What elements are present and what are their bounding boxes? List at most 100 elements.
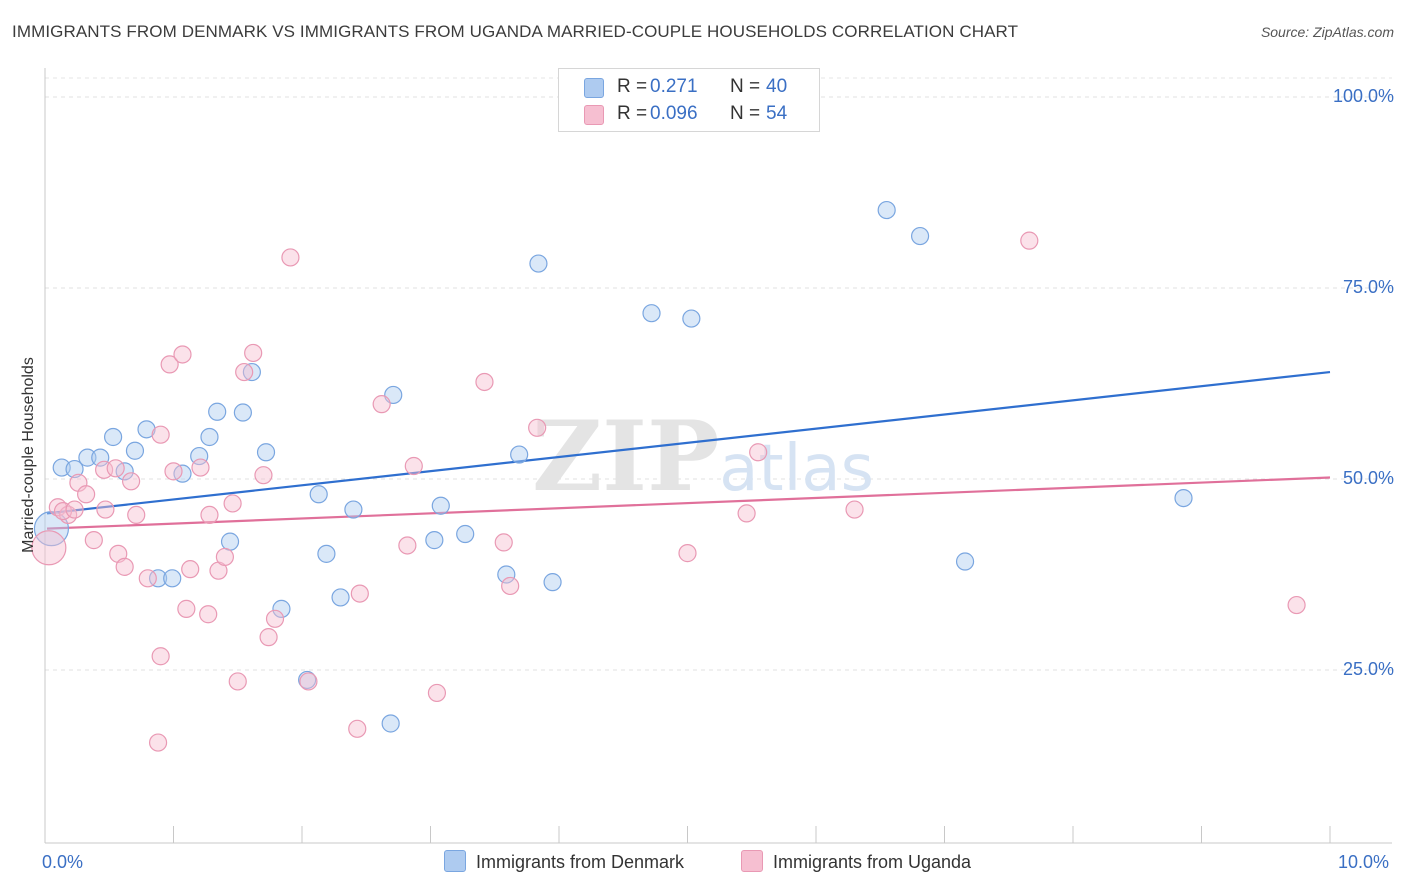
point-denmark [125,441,145,460]
legend-r-value: 0.096 [650,103,698,124]
point-uganda [127,505,146,525]
point-uganda [121,472,141,491]
point-denmark [344,500,363,519]
point-denmark [78,448,97,467]
point-uganda [228,672,247,691]
point-uganda [84,531,103,550]
point-denmark [955,552,975,571]
point-uganda [475,372,494,392]
point-denmark [456,524,475,544]
chart-source: Source: ZipAtlas.com [1260,24,1394,40]
point-denmark [309,485,328,504]
point-uganda [1020,231,1039,250]
point-denmark [208,402,227,421]
point-uganda [737,504,756,523]
point-uganda [96,500,115,519]
legend-r-label: R = [617,103,648,124]
point-uganda [77,485,96,504]
point-denmark [431,496,450,515]
legend-n-label: N = [730,76,761,97]
point-uganda [494,533,513,552]
point-denmark [148,569,168,588]
point-denmark [1174,489,1193,508]
point-denmark [33,511,70,547]
point-denmark [65,459,84,479]
point-uganda [65,500,84,519]
point-uganda [528,418,547,437]
point-uganda [281,248,300,267]
point-uganda [398,536,417,555]
stats-legend: R = 0.271 N = 40 R = 0.096 N = 54 [558,68,820,132]
point-uganda [1287,595,1306,615]
axes [44,68,1392,844]
y-axis-label: Married-couple Households [20,357,37,553]
point-denmark [163,569,182,588]
point-uganda [372,395,391,414]
data-points [31,200,1306,752]
point-denmark [381,714,400,733]
point-denmark [682,309,701,328]
point-uganda [501,576,520,596]
point-uganda [181,560,200,579]
point-uganda [350,584,369,603]
legend-swatch-denmark [584,78,604,98]
y-tick-label: 75.0% [1342,277,1394,297]
legend-r-value: 0.271 [650,76,698,97]
point-uganda [151,647,170,666]
legend-swatch-uganda [584,105,604,125]
legend-swatch-uganda [741,850,763,873]
point-uganda [348,719,367,738]
point-denmark [242,362,261,382]
legend-r-label: R = [617,76,648,97]
trend-lines [46,370,1331,530]
legend-n-label: N = [730,103,761,124]
point-uganda [200,505,219,525]
point-denmark [104,427,123,447]
legend-label-denmark: Immigrants from Denmark [476,852,685,872]
point-uganda [678,544,697,563]
point-denmark [510,445,529,464]
point-denmark [220,532,240,551]
point-denmark [317,544,336,563]
legend-item-uganda[interactable]: Immigrants from Uganda [741,850,972,874]
point-uganda [164,462,183,481]
point-uganda [223,494,242,513]
point-uganda [845,500,864,519]
legend-n-value: 40 [766,76,788,97]
chart-title: IMMIGRANTS FROM DENMARK VS IMMIGRANTS FR… [12,22,1019,41]
point-denmark [233,403,252,422]
point-denmark [272,599,291,618]
point-denmark [425,531,444,550]
legend-label-uganda: Immigrants from Uganda [773,852,972,872]
x-tick-label-max: 10.0% [1338,852,1390,872]
point-denmark [497,565,516,584]
point-uganda [235,362,254,382]
y-tick-label: 100.0% [1332,86,1394,106]
point-uganda [191,458,210,477]
point-uganda [749,443,768,462]
y-tick-label: 25.0% [1342,659,1394,679]
point-uganda [244,343,263,363]
point-denmark [877,200,896,220]
point-uganda [215,547,234,567]
point-uganda [106,459,125,478]
point-denmark [137,420,156,439]
point-uganda [95,460,114,479]
legend-item-denmark[interactable]: Immigrants from Denmark [444,850,685,874]
point-uganda [53,501,73,521]
point-uganda [151,425,170,444]
point-uganda [427,683,447,703]
point-denmark [200,427,219,447]
trend-line-denmark [46,370,1331,515]
point-uganda [299,672,318,691]
point-uganda [199,605,218,624]
y-tick-label: 50.0% [1342,468,1394,488]
legend-n-value: 54 [766,103,788,124]
point-uganda [173,345,192,364]
point-denmark [331,588,350,607]
point-denmark [543,573,562,592]
point-uganda [115,557,134,576]
point-uganda [148,733,168,752]
point-uganda [404,456,423,476]
